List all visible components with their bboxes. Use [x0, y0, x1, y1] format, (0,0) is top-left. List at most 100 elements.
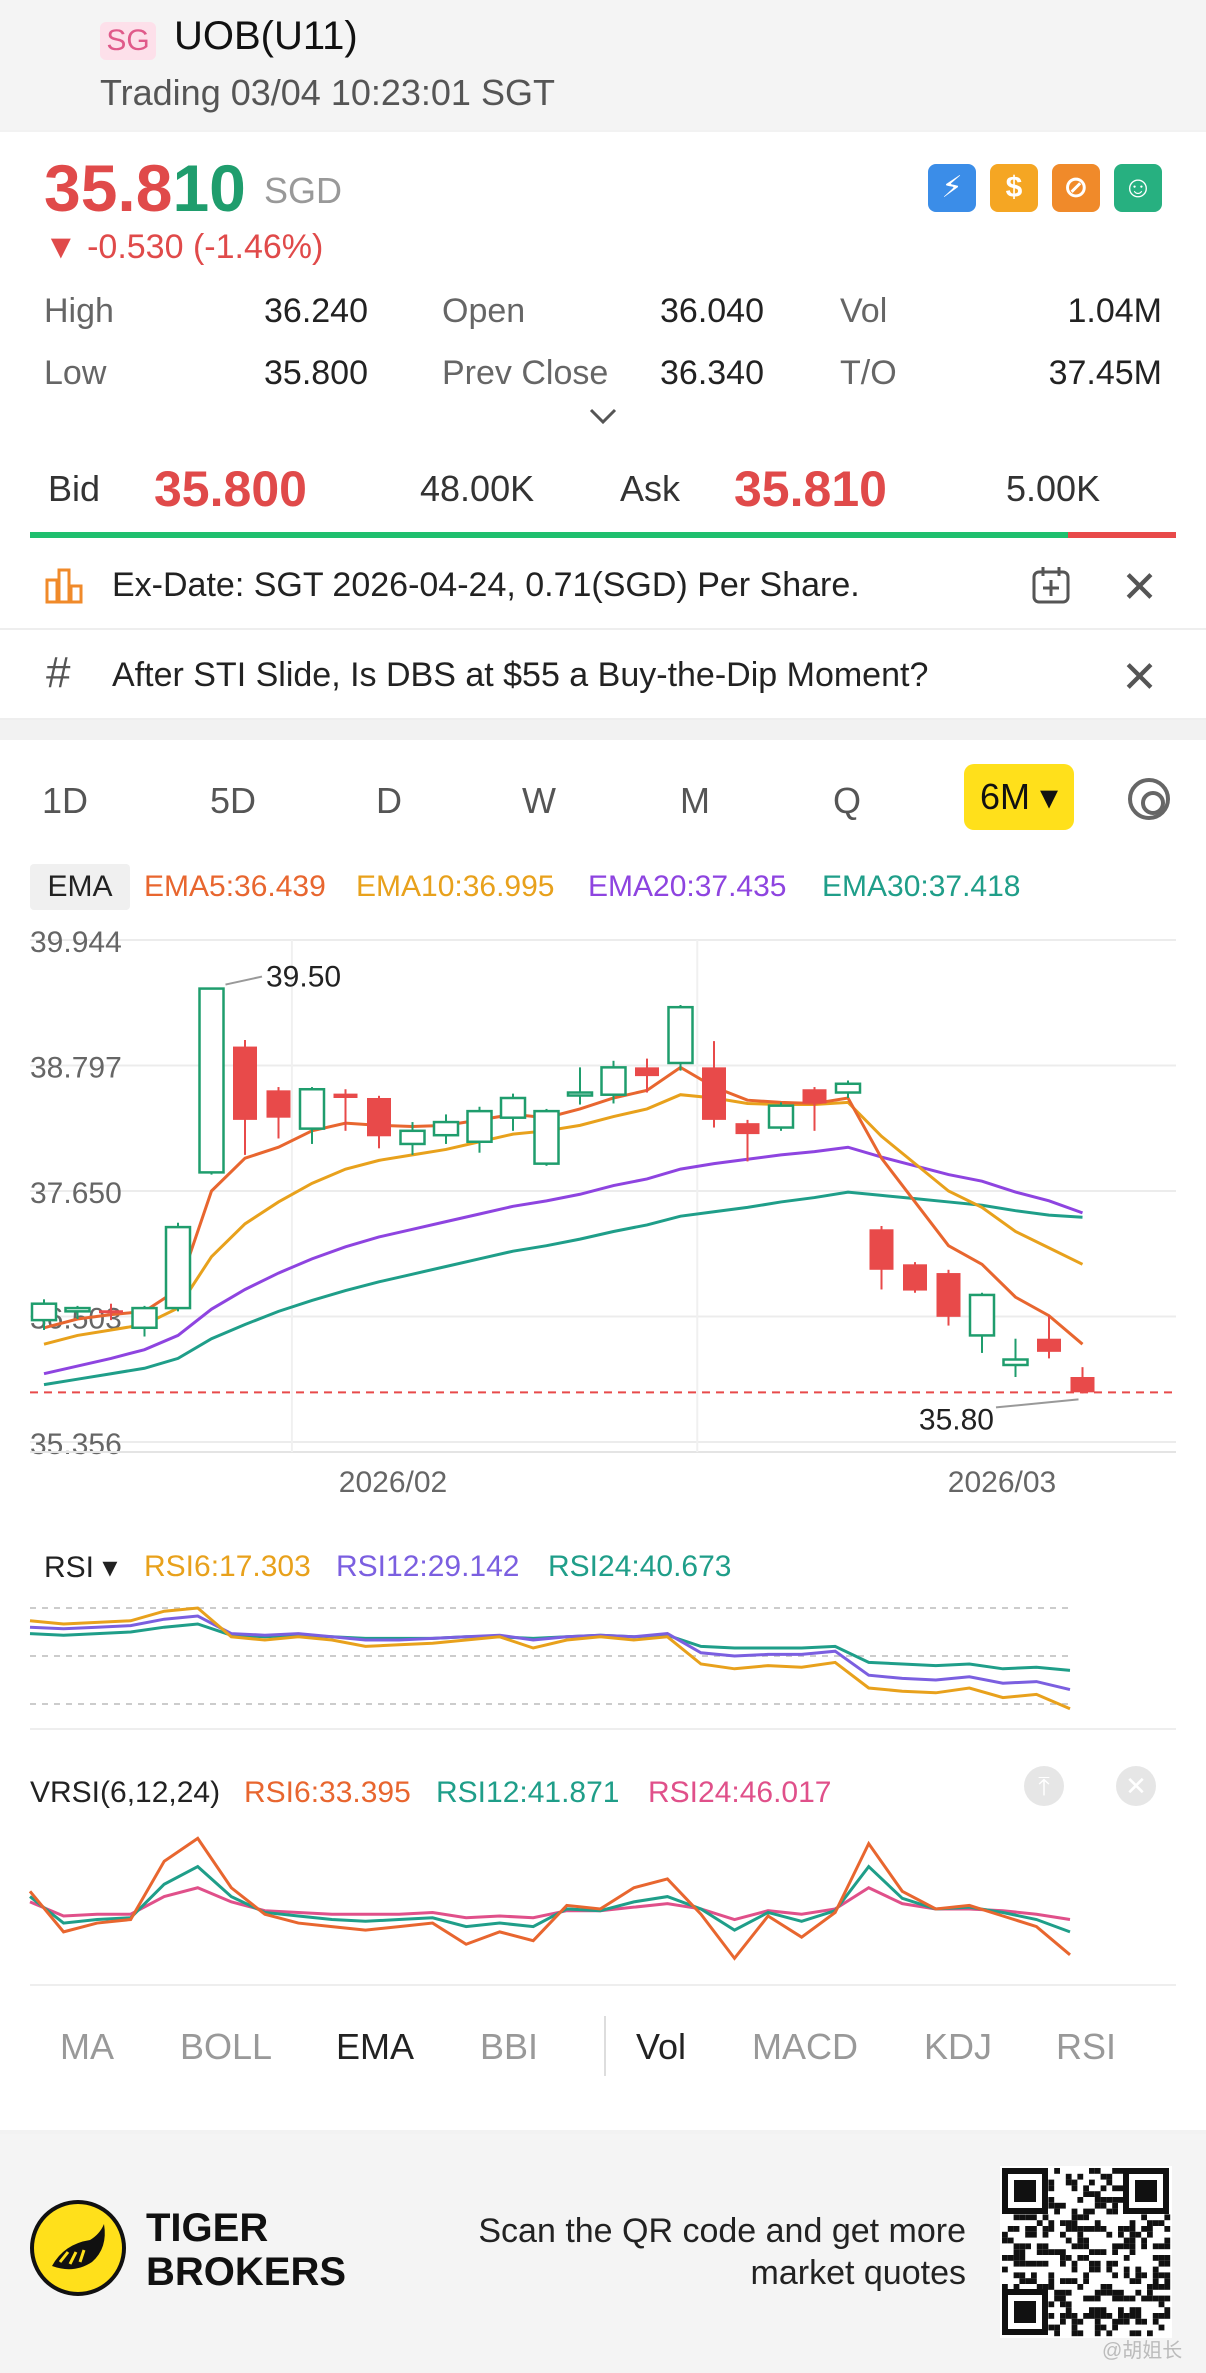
- qr-module: [1100, 2197, 1107, 2203]
- currency-label: SGD: [264, 170, 343, 211]
- qr-module: [1118, 2289, 1124, 2296]
- qr-module: [1019, 2214, 1026, 2221]
- indicator-tab-bbi[interactable]: BBI: [480, 2026, 539, 2067]
- rsi-selector[interactable]: RSI ▾: [44, 1551, 118, 1584]
- tab-6m[interactable]: 6M ▾: [964, 764, 1074, 830]
- qr-module: [1129, 2231, 1136, 2238]
- qr-module: [1112, 2289, 1118, 2296]
- chevron-down-icon[interactable]: [588, 406, 618, 426]
- ema-selector[interactable]: EMA: [30, 864, 130, 910]
- qr-module: [1083, 2313, 1089, 2319]
- qr-module: [1077, 2318, 1084, 2325]
- ema10-legend: EMA10:36.995: [356, 870, 555, 903]
- add-calendar-icon[interactable]: [1030, 564, 1072, 606]
- high-value: 36.240: [264, 292, 368, 330]
- vol-value: 1.04M: [1067, 292, 1163, 330]
- news-row-exdate[interactable]: Ex-Date: SGT 2026-04-24, 0.71(SGD) Per S…: [0, 542, 1206, 630]
- qr-module: [1031, 2226, 1037, 2232]
- indicator-tab-rsi[interactable]: RSI: [1056, 2026, 1117, 2067]
- qr-module: [1123, 2272, 1130, 2279]
- prev-close-label: Prev Close: [442, 354, 609, 392]
- qr-module: [1036, 2284, 1043, 2290]
- dollar-icon[interactable]: $: [990, 164, 1038, 212]
- qr-module: [1106, 2266, 1113, 2273]
- tab-m[interactable]: M: [680, 780, 710, 821]
- tab-1d[interactable]: 1D: [41, 780, 89, 821]
- qr-module: [1065, 2289, 1072, 2296]
- candle-body: [1070, 1377, 1095, 1393]
- qr-module: [1036, 2249, 1043, 2255]
- indicator-tab-vol[interactable]: Vol: [636, 2026, 687, 2067]
- close-icon[interactable]: ✕: [1121, 563, 1158, 612]
- qr-module: [1100, 2307, 1107, 2313]
- qr-module: [1152, 2255, 1159, 2261]
- qr-module: [1094, 2191, 1101, 2197]
- qr-module: [1129, 2330, 1136, 2337]
- tab-divider: [604, 2016, 606, 2076]
- qr-module: [1164, 2272, 1171, 2279]
- pin-top-icon[interactable]: ⤒: [1024, 1766, 1064, 1806]
- qr-module: [1129, 2220, 1136, 2226]
- qr-module: [1123, 2295, 1130, 2302]
- qr-module: [1060, 2289, 1066, 2296]
- candle-body: [702, 1067, 726, 1120]
- qr-module: [1013, 2243, 1020, 2250]
- qr-module: [1048, 2202, 1055, 2209]
- tab-q[interactable]: Q: [832, 780, 861, 821]
- qr-module: [1019, 2260, 1026, 2267]
- indicator-tab-macd[interactable]: MACD: [752, 2026, 858, 2067]
- support-icon[interactable]: ☺: [1114, 164, 1162, 212]
- qr-module: [1112, 2260, 1118, 2267]
- qr-module: [1077, 2226, 1084, 2232]
- qr-finder: [1014, 2301, 1036, 2323]
- qr-module: [1002, 2237, 1008, 2244]
- bid-size: 48.00K: [420, 468, 535, 509]
- qr-module: [1042, 2284, 1049, 2290]
- ema30-line: [43, 1190, 1083, 1387]
- rsi24-legend: RSI24:40.673: [548, 1550, 732, 1583]
- qr-module: [1094, 2307, 1101, 2313]
- qr-module: [1071, 2179, 1078, 2186]
- qr-module: [1083, 2208, 1089, 2215]
- qr-module: [1129, 2295, 1136, 2302]
- qr-module: [1065, 2255, 1072, 2261]
- candle-body: [869, 1229, 894, 1270]
- candle-body: [131, 1306, 158, 1330]
- candle-body: [1002, 1358, 1029, 1367]
- close-icon[interactable]: ✕: [1121, 653, 1158, 702]
- qr-module: [1106, 2330, 1113, 2337]
- indicator-tab-boll[interactable]: BOLL: [180, 2026, 273, 2067]
- qr-module: [1071, 2278, 1078, 2284]
- candle-body: [834, 1082, 862, 1094]
- qr-module: [1089, 2191, 1095, 2197]
- qr-module: [1129, 2237, 1136, 2244]
- qr-module: [1100, 2284, 1107, 2290]
- qr-module: [1071, 2318, 1078, 2325]
- news-row-dbs[interactable]: # After STI Slide, Is DBS at $55 a Buy-t…: [0, 632, 1206, 720]
- indicator-tab-ema[interactable]: EMA: [336, 2026, 415, 2067]
- qr-module: [1054, 2330, 1060, 2337]
- qr-module: [1083, 2185, 1089, 2192]
- chart-settings-icon[interactable]: [1128, 778, 1170, 820]
- qr-module: [1060, 2301, 1066, 2308]
- tab-w[interactable]: W: [522, 780, 556, 821]
- qr-module: [1002, 2266, 1008, 2273]
- indicator-tab-kdj[interactable]: KDJ: [924, 2026, 993, 2067]
- qr-module: [1094, 2197, 1101, 2203]
- tab-d[interactable]: D: [376, 780, 402, 821]
- close-indicator-icon[interactable]: ✕: [1116, 1766, 1156, 1806]
- qr-module: [1060, 2278, 1066, 2284]
- high-marker-label: 39.50: [266, 961, 341, 994]
- qr-module: [1118, 2197, 1124, 2203]
- lightning-icon[interactable]: ⚡: [928, 164, 976, 212]
- qr-module: [1158, 2272, 1165, 2279]
- tab-5d[interactable]: 5D: [209, 780, 257, 821]
- vol-label: Vol: [840, 292, 888, 330]
- qr-module: [1031, 2278, 1037, 2284]
- qr-module: [1147, 2295, 1153, 2302]
- ask-depth-bar: [1068, 532, 1176, 538]
- qr-finder: [1135, 2180, 1157, 2202]
- indicator-tab-ma[interactable]: MA: [60, 2026, 114, 2067]
- no-short-icon[interactable]: ⊘: [1052, 164, 1100, 212]
